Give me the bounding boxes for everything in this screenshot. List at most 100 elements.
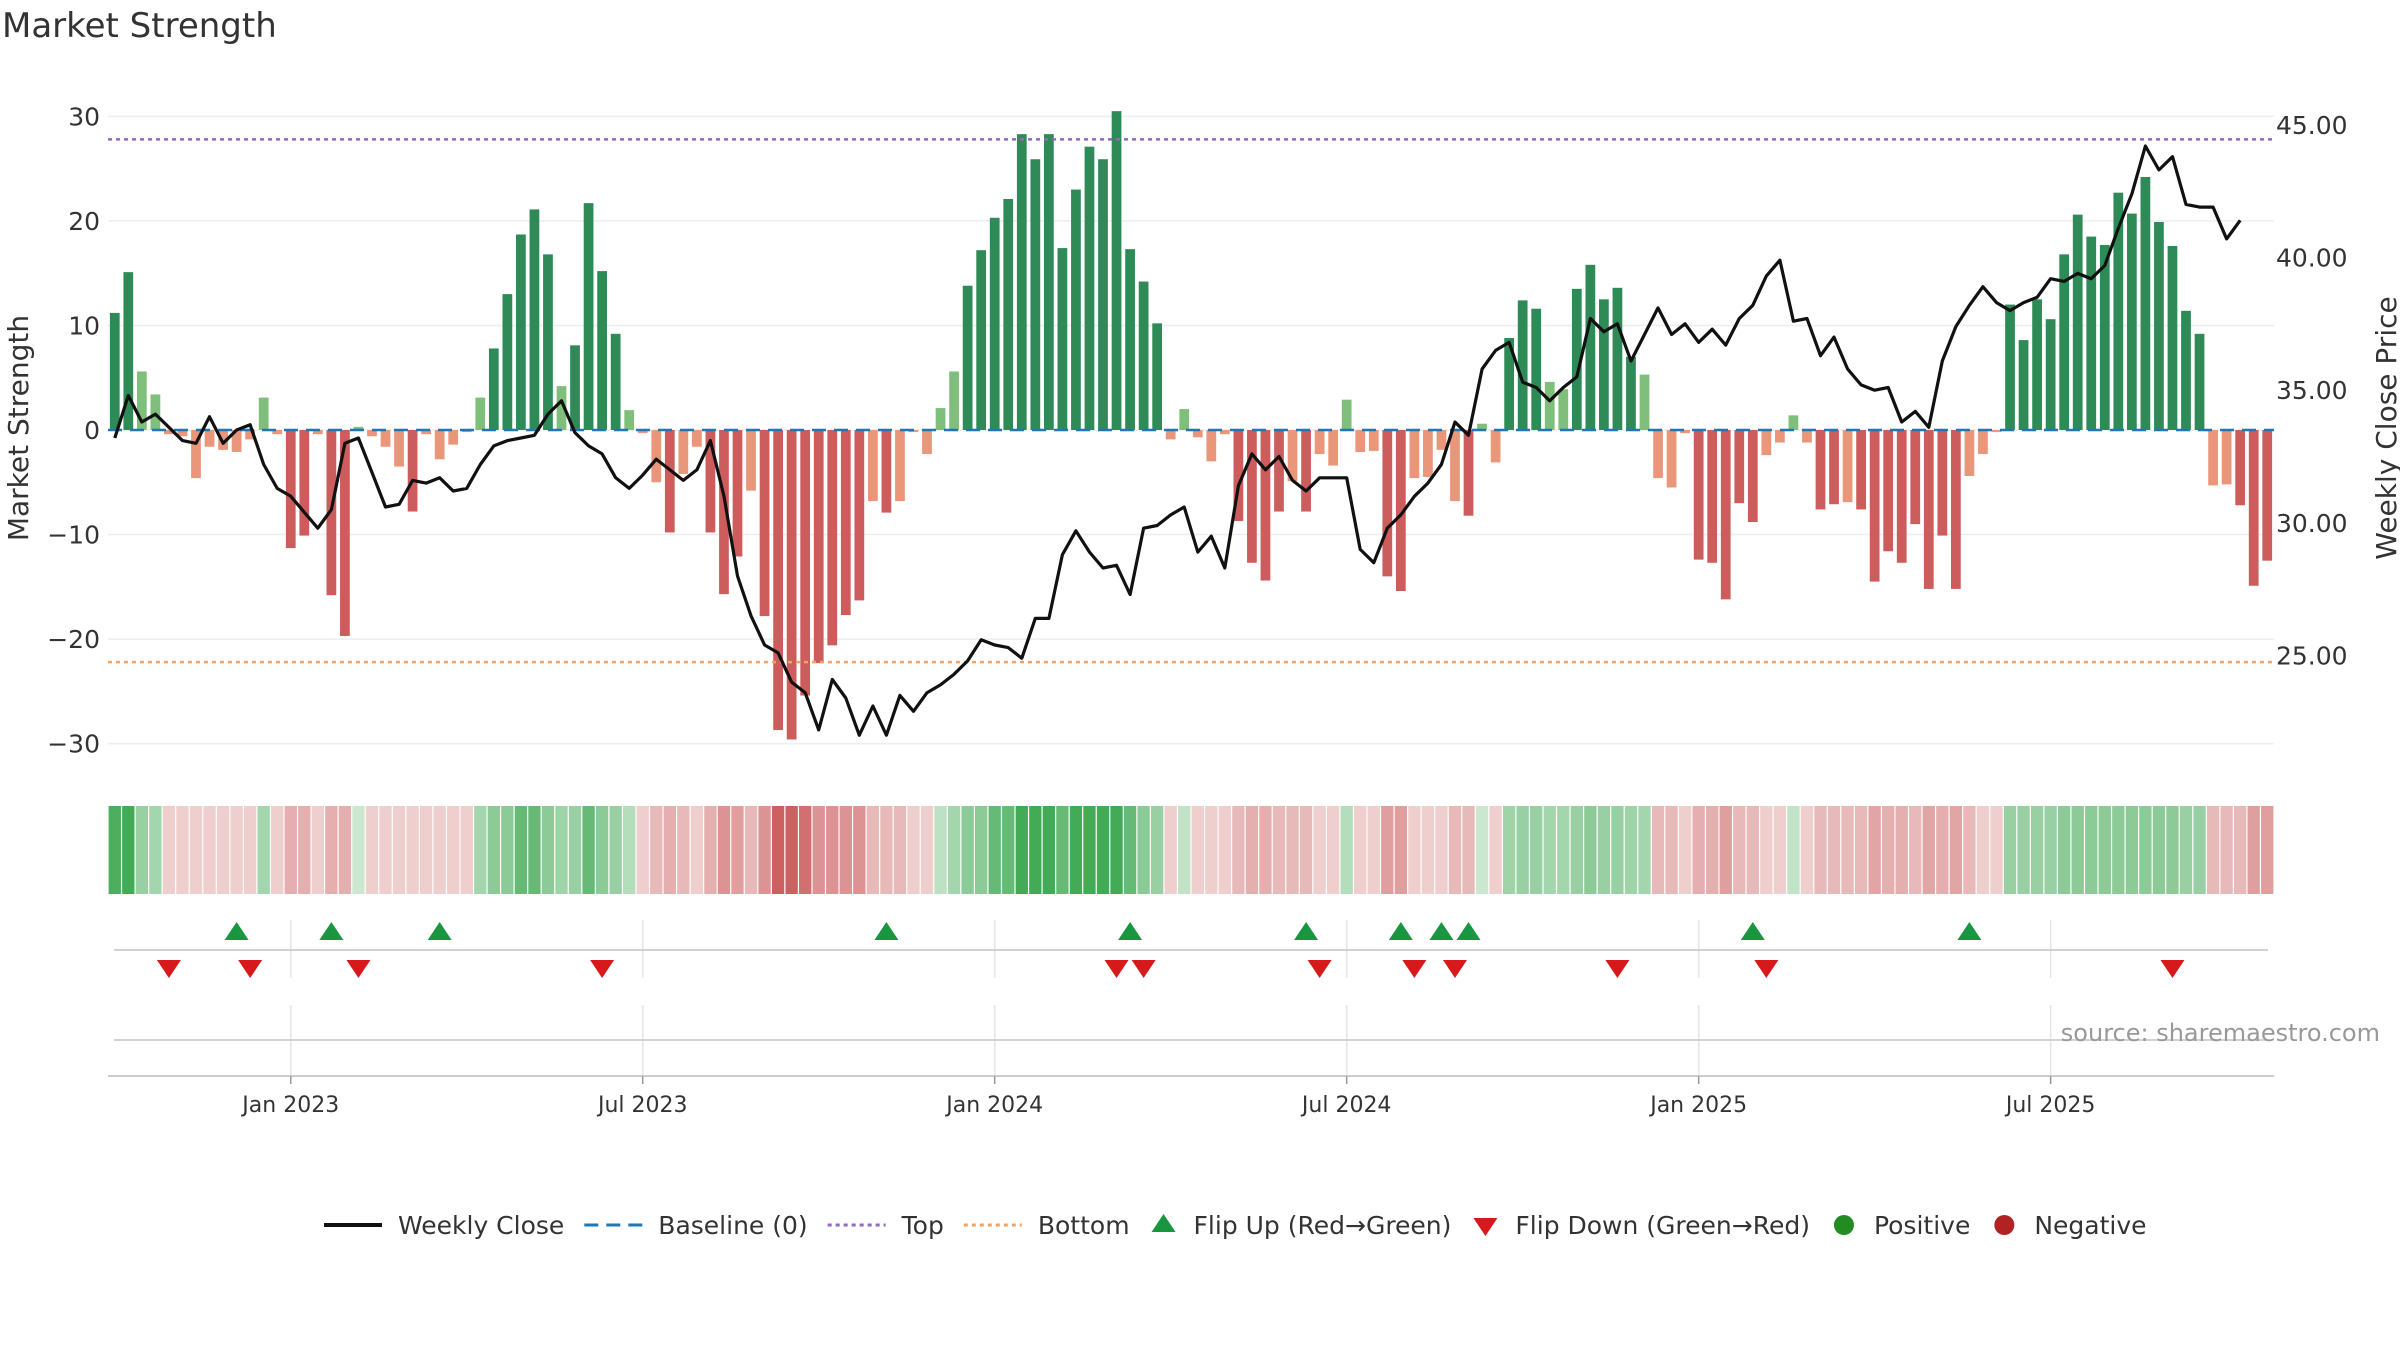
- strength-bar: [529, 209, 540, 430]
- strength-bar: [164, 430, 174, 435]
- heat-cell: [1814, 806, 1827, 894]
- heat-cell: [1895, 806, 1908, 894]
- heat-cell: [771, 806, 785, 894]
- strength-bar: [976, 250, 987, 430]
- strength-bar: [1152, 323, 1163, 430]
- flip-up-marker: [1740, 922, 1765, 940]
- strength-bar: [272, 430, 283, 435]
- strength-bar: [326, 430, 337, 596]
- strength-bar: [2032, 299, 2042, 430]
- strength-bar: [543, 254, 553, 430]
- strength-bar: [1233, 430, 1244, 521]
- strength-bar: [732, 430, 743, 557]
- strength-bar: [2018, 340, 2029, 430]
- legend-down-swatch: [1473, 1218, 1498, 1236]
- heat-cell: [1692, 806, 1705, 894]
- heat-cell: [1448, 806, 1462, 894]
- strength-bar: [1450, 430, 1460, 502]
- heat-cell: [1408, 806, 1421, 894]
- heat-cell: [690, 806, 704, 894]
- heat-cell: [1882, 806, 1895, 894]
- strength-bar: [1910, 430, 1921, 525]
- heat-cell: [1029, 806, 1042, 894]
- strength-bar: [1856, 430, 1866, 510]
- strength-bar: [1937, 430, 1948, 536]
- strength-bar: [1923, 430, 1934, 589]
- strength-bar: [1734, 430, 1745, 504]
- strength-bar: [2113, 192, 2124, 430]
- strength-bar: [1585, 264, 1596, 430]
- heat-cell: [162, 806, 176, 894]
- heat-cell: [1232, 806, 1245, 894]
- heat-cell: [1584, 806, 1597, 894]
- strength-bar: [516, 234, 526, 430]
- strength-bar: [380, 430, 391, 447]
- heat-cell: [704, 806, 717, 894]
- heat-cell: [352, 806, 365, 894]
- flip-down-marker: [590, 960, 615, 978]
- legend: Weekly Close Baseline (0) Top Bottom Flip Up…: [324, 1211, 2147, 1240]
- strength-bar: [1653, 430, 1663, 479]
- strength-bar: [773, 430, 783, 731]
- flip-down-marker: [2160, 960, 2185, 978]
- legend-label: Top: [901, 1211, 944, 1240]
- strength-bar: [502, 294, 513, 430]
- heat-cell: [419, 806, 433, 894]
- strength-bar: [1247, 430, 1257, 563]
- heat-cell: [866, 806, 880, 894]
- flip-down-marker: [156, 960, 181, 978]
- flip-up-marker: [319, 922, 344, 940]
- y-right-tick-label: 30.00: [2276, 509, 2348, 538]
- strength-bar: [1436, 430, 1447, 450]
- heat-cell: [2030, 806, 2044, 894]
- heat-cell: [1110, 806, 1123, 894]
- heat-cell: [2098, 806, 2111, 894]
- strength-bar: [1368, 430, 1379, 451]
- strength-bar: [1206, 430, 1217, 462]
- strength-bar: [2059, 254, 2070, 430]
- heat-cell: [2058, 806, 2071, 894]
- heat-cell: [650, 806, 663, 894]
- strength-bar: [1192, 430, 1203, 438]
- heat-cell: [1421, 806, 1435, 894]
- heat-cell: [1475, 806, 1489, 894]
- strength-bar: [2154, 221, 2164, 430]
- heat-cell: [1205, 806, 1218, 894]
- weekly-close-line: [113, 144, 2242, 737]
- heat-cell: [2247, 806, 2260, 894]
- strength-bar: [191, 430, 201, 479]
- heat-cell: [1651, 806, 1665, 894]
- heat-cell: [731, 806, 744, 894]
- strength-bar: [1842, 430, 1853, 503]
- strength-bar: [1111, 111, 1122, 431]
- strength-bar: [1084, 146, 1095, 430]
- flip-down-marker: [238, 960, 263, 978]
- strength-bar: [610, 333, 621, 430]
- strength-bar: [800, 430, 811, 696]
- weekly-close-series: [113, 144, 2242, 737]
- heat-cell: [149, 806, 162, 894]
- heat-cell: [812, 806, 825, 894]
- strength-bar: [1287, 430, 1298, 482]
- heat-cell: [311, 806, 324, 894]
- strength-bar: [1517, 300, 1528, 430]
- heat-cell: [2125, 806, 2139, 894]
- x-axis: Jan 2023 Jul 2023 Jan 2024 Jul 2024 Jan 2025…: [240, 1076, 2095, 1118]
- strength-bar: [1788, 415, 1799, 430]
- strength-heat-strip: [108, 806, 2274, 894]
- legend-item: Negative: [1994, 1211, 2147, 1240]
- legend-item: Positive: [1833, 1211, 1970, 1240]
- strength-bar: [1720, 430, 1731, 600]
- strength-bar: [421, 430, 432, 435]
- strength-bar: [2072, 214, 2083, 430]
- legend-label: Bottom: [1038, 1211, 1130, 1240]
- flip-signals-panel: [114, 920, 2268, 978]
- strength-bar: [692, 430, 702, 447]
- strength-bar: [827, 430, 838, 646]
- heat-cell: [298, 806, 311, 894]
- strength-bar: [1219, 430, 1230, 435]
- x-tick-label: Jan 2023: [240, 1093, 339, 1118]
- strength-bar: [109, 312, 120, 430]
- y-right-tick-label: 45.00: [2276, 111, 2348, 140]
- x-tick-label: Jul 2023: [596, 1093, 688, 1118]
